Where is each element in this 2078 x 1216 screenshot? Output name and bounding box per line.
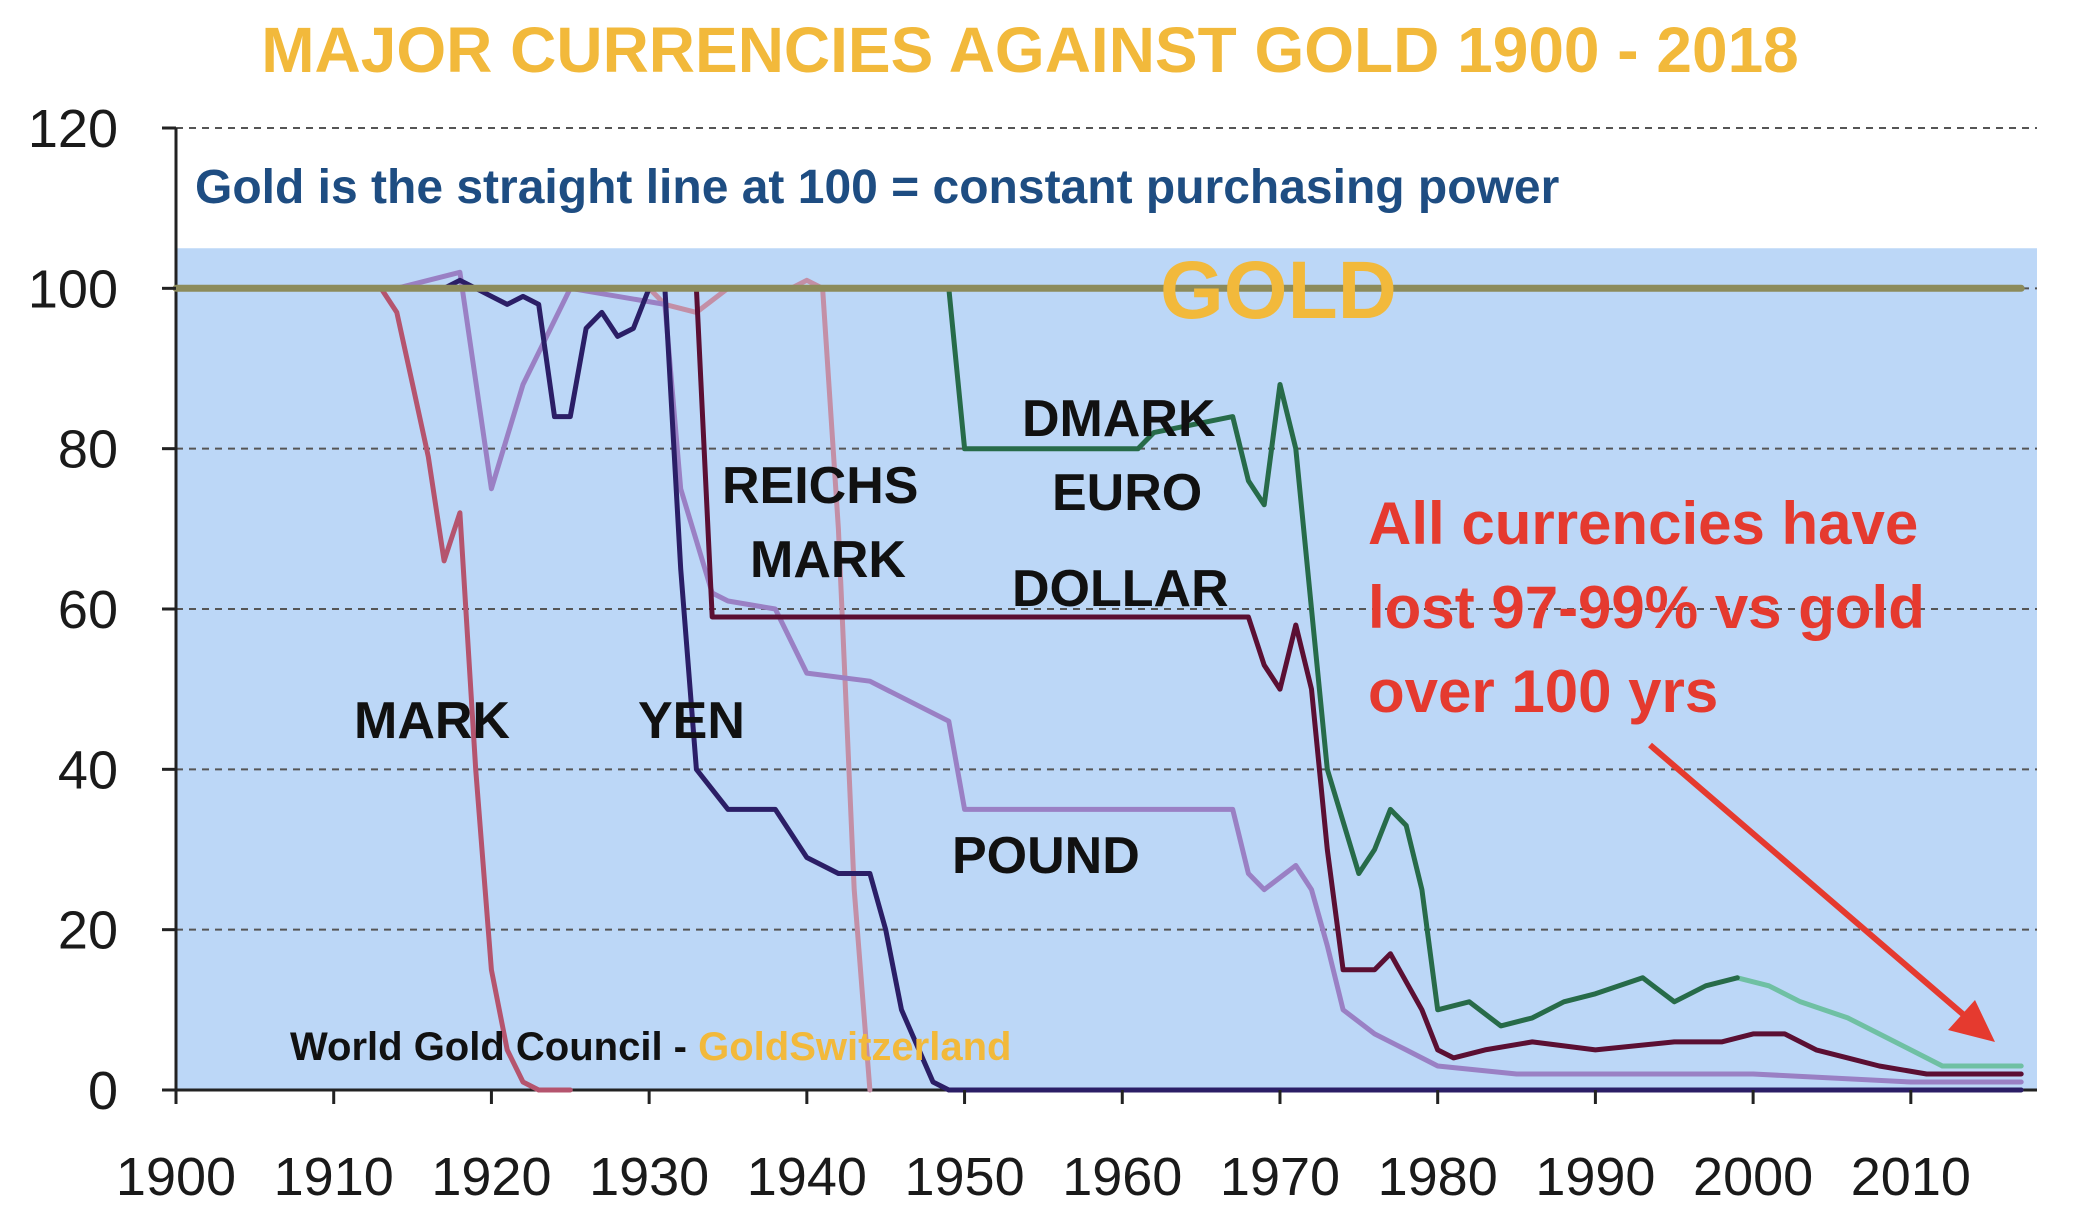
- annotation-line-2: lost 97-99% vs gold: [1368, 574, 1925, 641]
- x-tick-label-2010: 2010: [1851, 1147, 1971, 1207]
- x-tick-label-1950: 1950: [904, 1147, 1024, 1207]
- x-tick-label-1990: 1990: [1535, 1147, 1655, 1207]
- y-tick-label-0: 0: [88, 1061, 118, 1121]
- series-line-dollar: [173, 285, 2024, 1077]
- series-line-pound: [173, 269, 2024, 1085]
- source-credit: World Gold Council - GoldSwitzerland: [290, 1025, 1011, 1069]
- label-yen: YEN: [638, 692, 745, 750]
- label-mark: MARK: [354, 692, 510, 750]
- label-dmark: DMARK: [1022, 390, 1216, 448]
- y-tick-label-40: 40: [58, 740, 118, 800]
- series-line-mark: [173, 285, 573, 1093]
- x-tick-label-1940: 1940: [747, 1147, 867, 1207]
- y-tick-labels: 0 20 40 60 80 100 120: [28, 99, 176, 1121]
- label-dollar: DOLLAR: [1012, 560, 1229, 618]
- y-tick-label-120: 120: [28, 99, 118, 159]
- arrow-shaft: [1648, 742, 1974, 1025]
- y-tick-label-80: 80: [58, 420, 118, 480]
- label-reichs: REICHS: [722, 457, 918, 515]
- x-tick-label-1910: 1910: [274, 1147, 394, 1207]
- x-tick-label-1920: 1920: [431, 1147, 551, 1207]
- chart-subtitle: Gold is the straight line at 100 = const…: [195, 161, 1559, 214]
- x-tick-labels: 1900 1910 1920 1930 1940 1950 1960 1970 1980 1990…: [116, 1090, 1971, 1207]
- label-euro: EURO: [1052, 464, 1202, 522]
- arrow-head: [1948, 1000, 1995, 1042]
- chart-title: MAJOR CURRENCIES AGAINST GOLD 1900 - 201…: [261, 14, 1799, 86]
- x-tick-label-1970: 1970: [1220, 1147, 1340, 1207]
- label-gold: GOLD: [1160, 245, 1397, 336]
- label-reichs-mark: MARK: [750, 531, 906, 589]
- x-tick-label-1930: 1930: [589, 1147, 709, 1207]
- source-credit-wgc: World Gold Council -: [290, 1025, 698, 1069]
- series-line-dmark: [946, 285, 1740, 1029]
- x-tick-label-1900: 1900: [116, 1147, 236, 1207]
- y-tick-label-100: 100: [28, 259, 118, 319]
- y-tick-label-20: 20: [58, 901, 118, 961]
- annotation-arrow: [1648, 742, 1995, 1042]
- annotation-line-1: All currencies have: [1368, 490, 1918, 557]
- plot-background: [176, 248, 2037, 1090]
- series-lines: [172, 269, 2025, 1093]
- x-tick-label-1980: 1980: [1378, 1147, 1498, 1207]
- y-tick-label-60: 60: [58, 580, 118, 640]
- label-pound: POUND: [952, 827, 1140, 885]
- source-credit-goldswitzerland: GoldSwitzerland: [698, 1025, 1011, 1069]
- annotation-line-3: over 100 yrs: [1368, 658, 1718, 725]
- x-tick-label-1960: 1960: [1062, 1147, 1182, 1207]
- series-line-euro: [1734, 975, 2024, 1069]
- x-tick-label-2000: 2000: [1693, 1147, 1813, 1207]
